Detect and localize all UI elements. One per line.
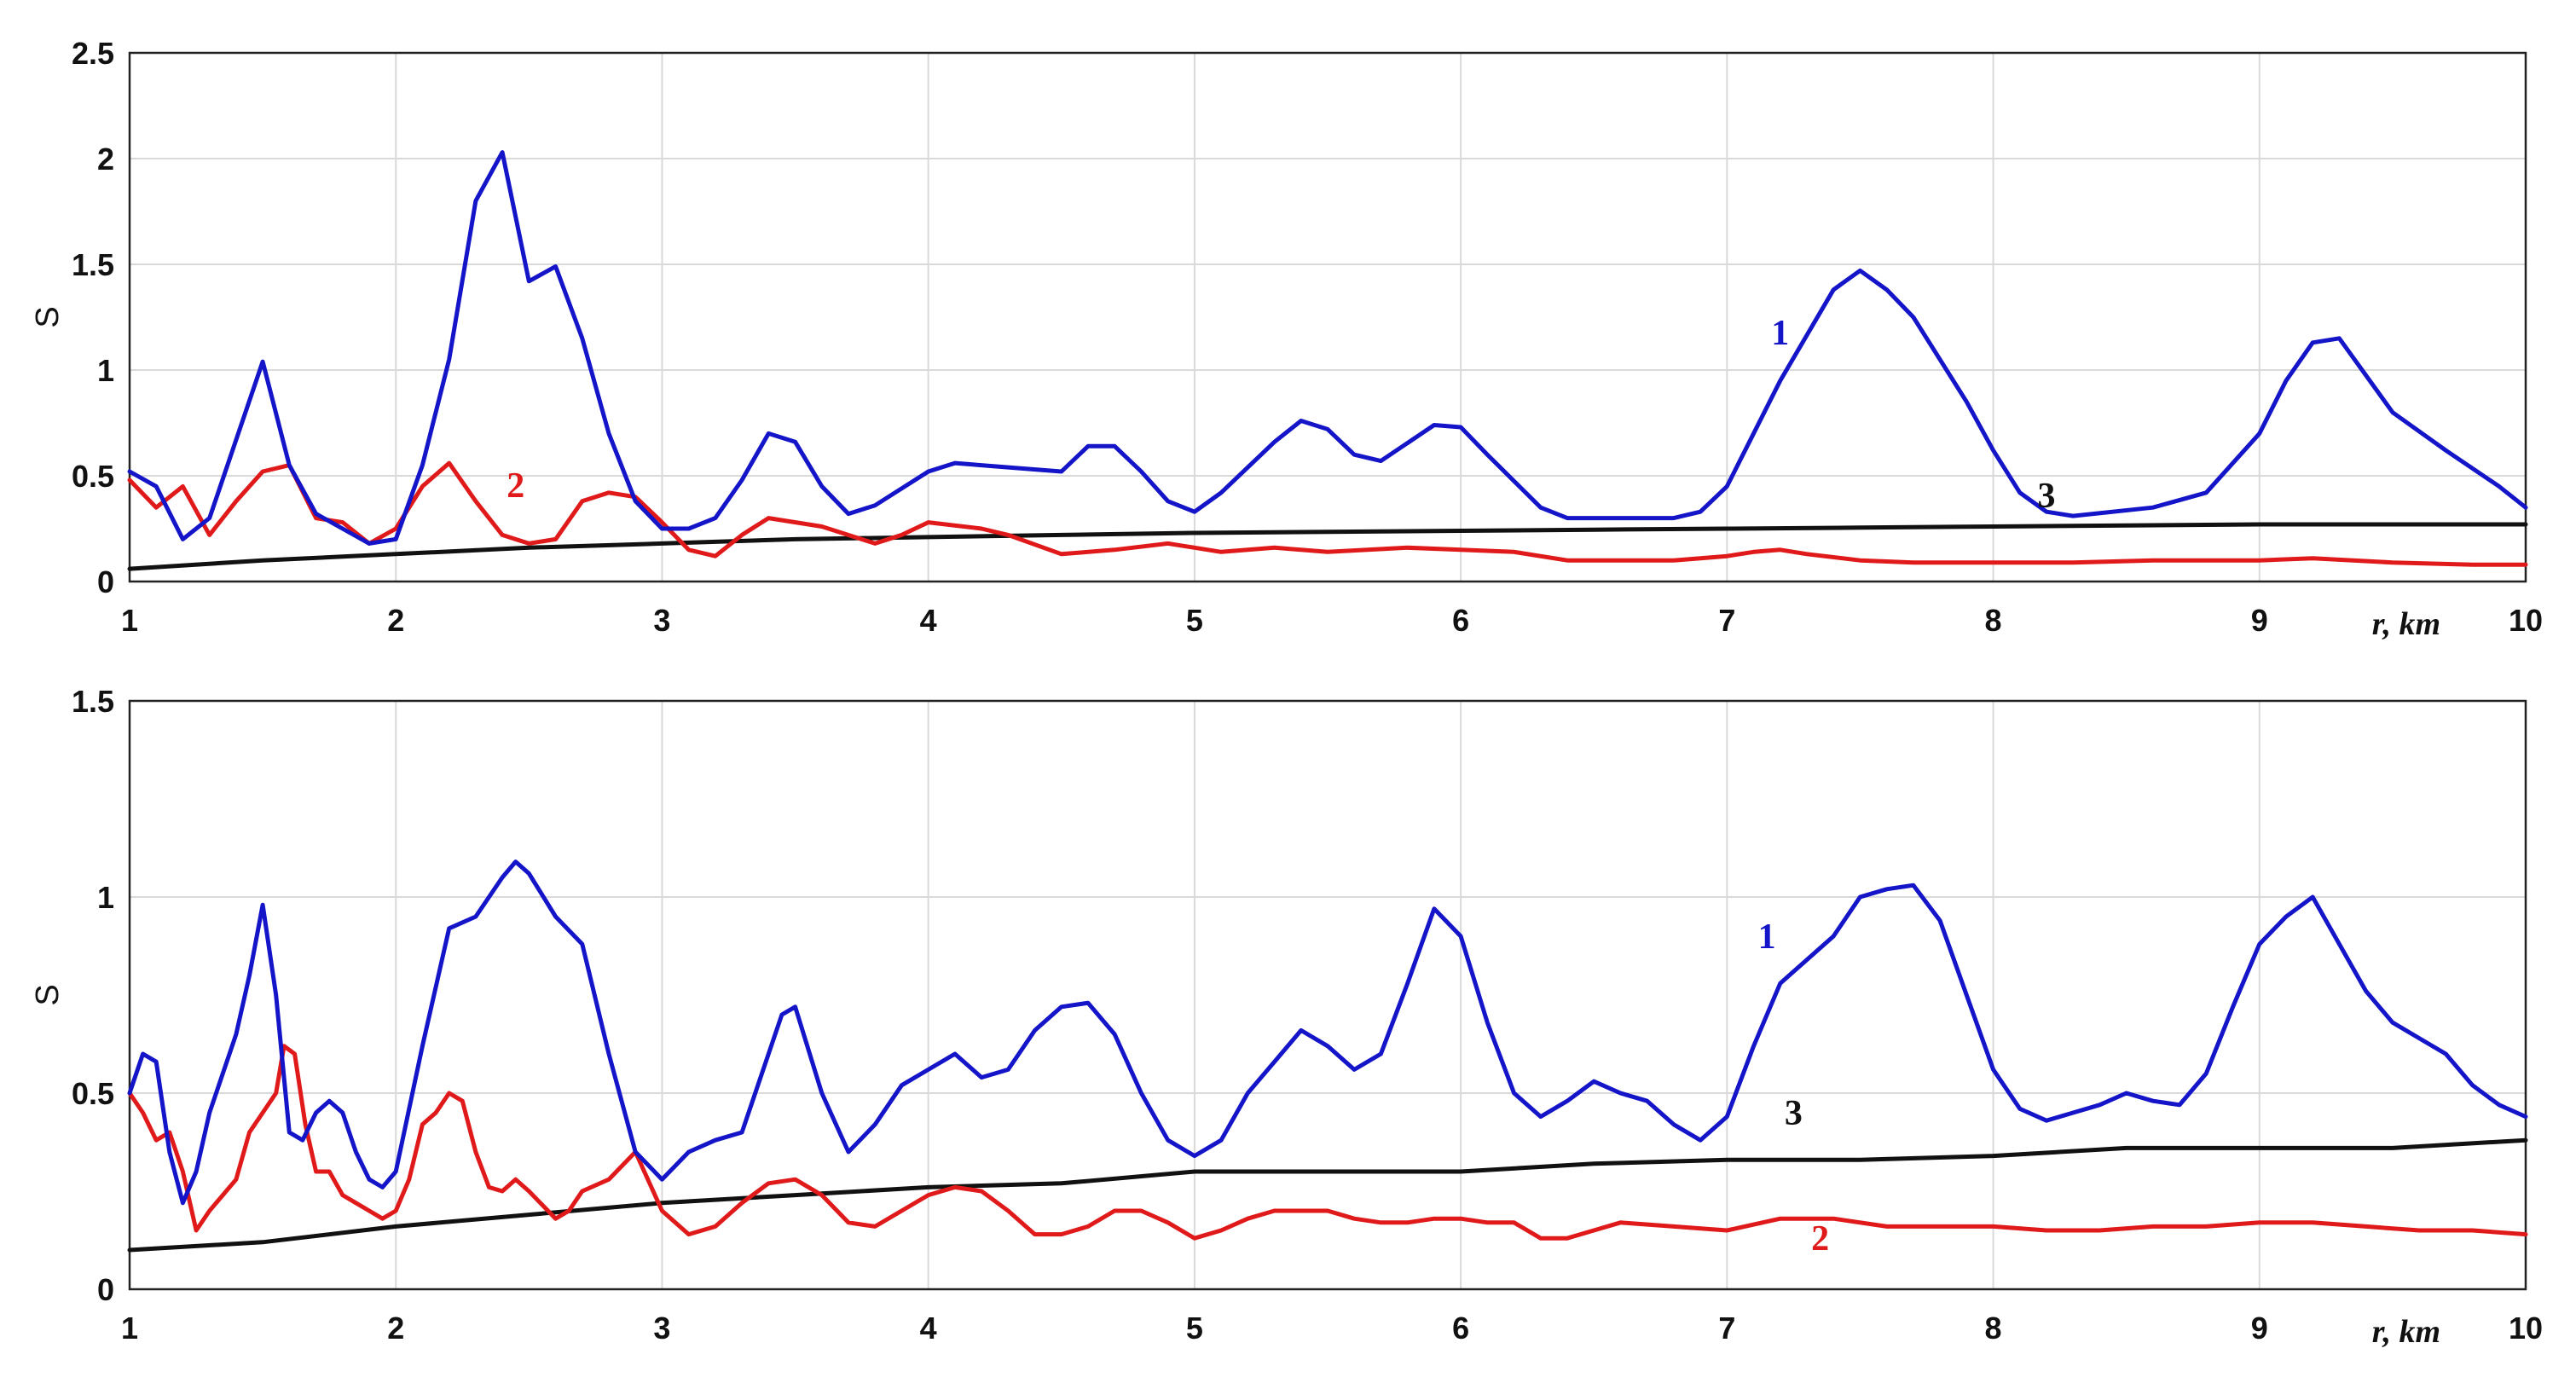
y-tick-label: 0 bbox=[97, 564, 114, 599]
x-tick-label: 10 bbox=[2509, 1311, 2543, 1346]
plot-frame bbox=[128, 51, 2527, 583]
series-3-label: 3 bbox=[1785, 1094, 1803, 1133]
series-2-line bbox=[127, 1044, 2528, 1241]
x-tick-label: 7 bbox=[1718, 603, 1735, 638]
chart-panel-top: 1 2 3 4 5 6 7 8 9 10 0 0.5 1 1.5 2 2.5 Sr, km 1 2 3 bbox=[30, 36, 2543, 642]
x-tick-label: 3 bbox=[653, 1311, 670, 1346]
plot-frame bbox=[128, 699, 2527, 1291]
x-tick-label: 6 bbox=[1452, 603, 1469, 638]
x-tick-label: 6 bbox=[1452, 1311, 1469, 1346]
x-tick-label: 1 bbox=[121, 603, 138, 638]
y-tick-label: 1.5 bbox=[72, 247, 114, 282]
x-tick-label: 10 bbox=[2509, 603, 2543, 638]
x-tick-label: 8 bbox=[1985, 1311, 2002, 1346]
x-tick-label: 8 bbox=[1985, 603, 2002, 638]
y-tick-label: 0 bbox=[97, 1272, 114, 1307]
x-tick-label: 1 bbox=[121, 1311, 138, 1346]
series-1-label: 1 bbox=[1771, 314, 1789, 353]
series-1-line bbox=[127, 150, 2528, 546]
x-tick-label: 5 bbox=[1186, 1311, 1203, 1346]
y-axis-label: S bbox=[30, 984, 66, 1005]
y-tick-label: 0.5 bbox=[72, 459, 114, 494]
y-axis-label: S bbox=[30, 306, 66, 327]
y-tick-label: 1.5 bbox=[72, 684, 114, 719]
series-1-label: 1 bbox=[1758, 917, 1776, 957]
x-tick-label: 2 bbox=[387, 603, 404, 638]
x-tick-label: 7 bbox=[1718, 1311, 1735, 1346]
series-3-line bbox=[127, 1137, 2528, 1253]
series-2-label: 2 bbox=[1811, 1219, 1829, 1259]
x-tick-label: 3 bbox=[653, 603, 670, 638]
y-tick-label: 1 bbox=[97, 353, 114, 388]
series-2-label: 2 bbox=[507, 466, 524, 506]
y-tick-label: 2.5 bbox=[72, 36, 114, 71]
x-axis-label: r, km bbox=[2372, 1314, 2440, 1350]
chart-panel-bottom: 1 2 3 4 5 6 7 8 9 10 0 0.5 1 1.5 Sr, km 1 2 3 bbox=[30, 684, 2543, 1350]
y-tick-label: 0.5 bbox=[72, 1076, 114, 1111]
x-tick-label: 9 bbox=[2251, 1311, 2268, 1346]
series-3-label: 3 bbox=[2038, 477, 2056, 516]
x-tick-label: 5 bbox=[1186, 603, 1203, 638]
y-tick-label: 1 bbox=[97, 880, 114, 915]
x-axis-label: r, km bbox=[2372, 606, 2440, 642]
series-1-line bbox=[127, 859, 2528, 1206]
x-tick-label: 9 bbox=[2251, 603, 2268, 638]
x-tick-label: 4 bbox=[920, 1311, 937, 1346]
x-tick-label: 2 bbox=[387, 1311, 404, 1346]
series-2-line bbox=[127, 460, 2528, 567]
y-tick-label: 2 bbox=[97, 142, 114, 177]
series-3-line bbox=[127, 522, 2528, 571]
x-tick-label: 4 bbox=[920, 603, 937, 638]
